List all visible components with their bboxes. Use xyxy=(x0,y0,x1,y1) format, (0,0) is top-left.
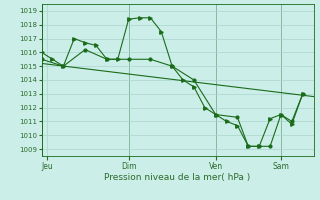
X-axis label: Pression niveau de la mer( hPa ): Pression niveau de la mer( hPa ) xyxy=(104,173,251,182)
